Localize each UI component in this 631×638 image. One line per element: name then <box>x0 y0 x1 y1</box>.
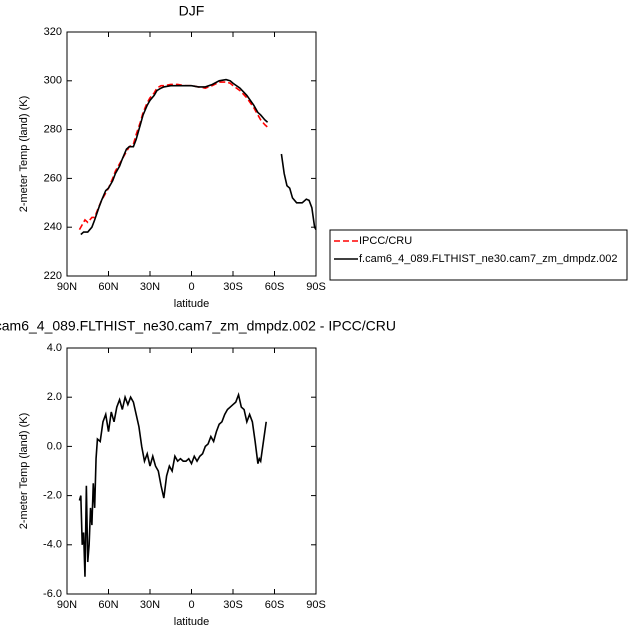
y-tick-label: 2.0 <box>47 391 62 403</box>
y-tick-label: -6.0 <box>43 588 62 600</box>
plot-frame <box>66 347 317 595</box>
x-tick-label: 90S <box>306 599 326 611</box>
x-tick-label: 60S <box>265 599 285 611</box>
x-tick-label: 30S <box>223 281 243 293</box>
legend-label: IPCC/CRU <box>359 235 412 247</box>
y-tick-label: 320 <box>44 26 62 38</box>
x-tick-label: 90N <box>57 281 77 293</box>
y-tick-label: 260 <box>44 172 62 184</box>
plot-frame <box>66 31 317 277</box>
data-line <box>80 78 317 236</box>
x-tick-label: 60N <box>98 281 118 293</box>
y-tick-label: 300 <box>44 75 62 87</box>
legend-label: f.cam6_4_089.FLTHIST_ne30.cam7_zm_dmpdz.… <box>359 253 617 265</box>
y-tick-label: 4.0 <box>47 342 62 354</box>
x-tick-label: 30N <box>140 281 160 293</box>
y-tick-label: -2.0 <box>43 490 62 502</box>
x-tick-label: 30S <box>223 599 243 611</box>
y-tick-label: 0.0 <box>47 440 62 452</box>
x-tick-label: 60S <box>265 281 285 293</box>
x-tick-label: 60N <box>98 599 118 611</box>
x-axis-label: latitude <box>174 298 209 310</box>
data-line <box>78 391 267 577</box>
x-axis-label: latitude <box>174 616 209 628</box>
x-tick-label: 90N <box>57 599 77 611</box>
y-tick-label: 240 <box>44 221 62 233</box>
y-axis-label: 2-meter Temp (land) (K) <box>18 413 30 530</box>
y-tick-label: -4.0 <box>43 539 62 551</box>
legend-box <box>329 229 628 281</box>
y-tick-label: 220 <box>44 270 62 282</box>
chart-title: DJF <box>179 3 205 19</box>
x-tick-label: 90S <box>306 281 326 293</box>
data-line <box>78 81 269 231</box>
x-tick-label: 0 <box>188 281 194 293</box>
y-tick-label: 280 <box>44 124 62 136</box>
y-axis-label: 2-meter Temp (land) (K) <box>18 96 30 213</box>
chart-title: f.cam6_4_089.FLTHIST_ne30.cam7_zm_dmpdz.… <box>0 318 396 334</box>
x-tick-label: 30N <box>140 599 160 611</box>
x-tick-label: 0 <box>188 599 194 611</box>
